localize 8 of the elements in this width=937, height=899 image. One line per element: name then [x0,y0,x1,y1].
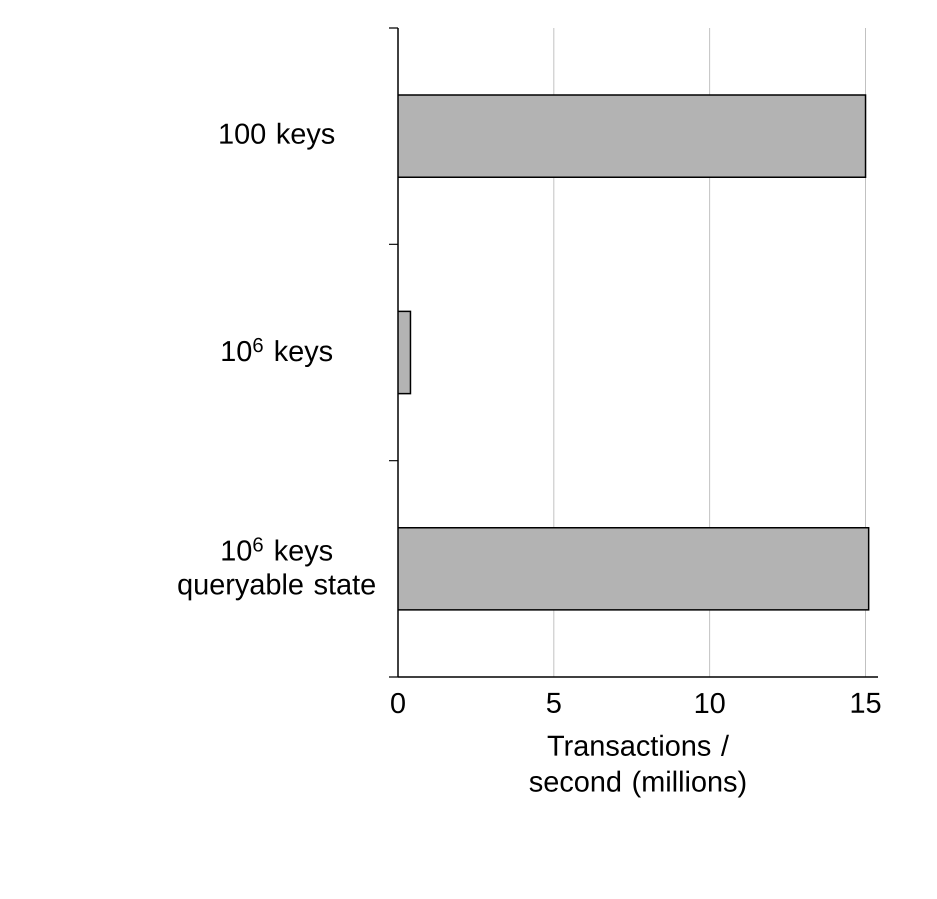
x-tick-label: 0 [391,692,405,714]
y-tick-label: 100 keys [220,122,334,150]
y-tick-label: 10$^{6}$ keys [222,338,332,368]
x-axis-title: Transactions / second (millions) [530,734,746,798]
x-tick-label: 5 [546,692,561,713]
y-tick-label: 10$^{6}$ keys queryable state [178,537,375,600]
x-tick-label: 15 [852,692,880,713]
x-tick-label: 10 [696,692,725,714]
